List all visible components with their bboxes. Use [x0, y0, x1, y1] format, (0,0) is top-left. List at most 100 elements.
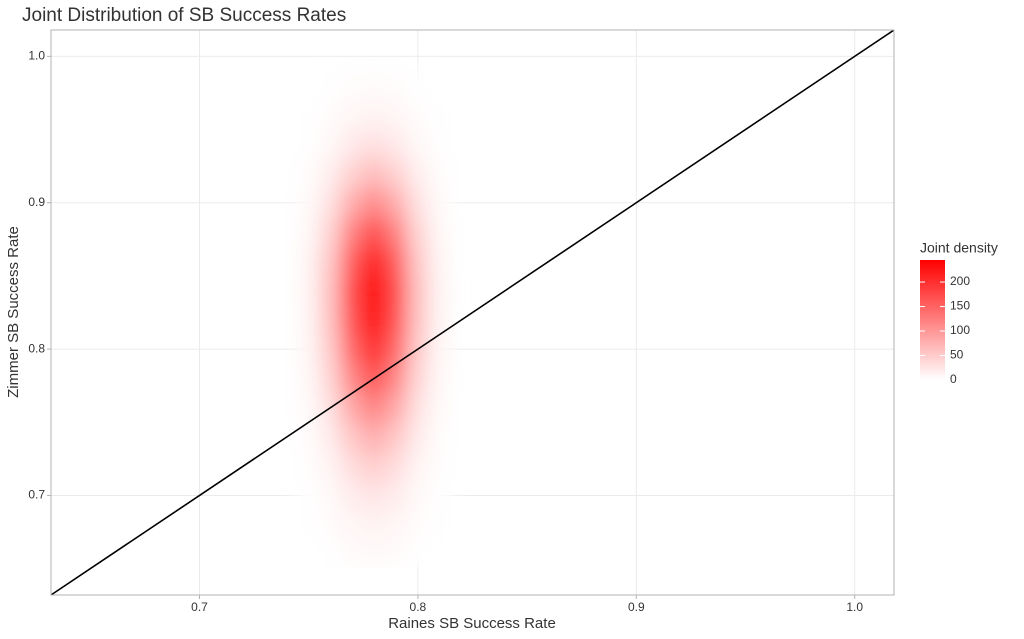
heat-cell — [406, 509, 430, 540]
heat-cell — [406, 187, 430, 218]
heat-cell — [384, 538, 408, 569]
heat-cell — [384, 392, 408, 423]
colorbar-label: 100 — [950, 323, 970, 337]
heat-cell — [428, 363, 452, 394]
heat-cell — [384, 246, 408, 277]
x-tick-label: 0.7 — [191, 600, 208, 614]
heat-cell — [406, 392, 430, 423]
heat-cell — [297, 275, 321, 306]
heat-cell — [340, 246, 364, 277]
heat-cell — [406, 99, 430, 131]
heat-cell — [319, 451, 342, 482]
heat-cell — [406, 216, 430, 248]
chart-title: Joint Distribution of SB Success Rates — [22, 5, 346, 26]
heat-cell — [340, 129, 364, 160]
heat-cell — [406, 70, 430, 101]
heat-cell — [319, 304, 342, 335]
heat-cell — [340, 421, 364, 453]
heat-cell — [340, 304, 364, 335]
heat-cell — [297, 158, 321, 189]
heat-cell — [428, 246, 452, 277]
heatmap — [297, 70, 452, 569]
heat-cell — [297, 480, 321, 511]
heat-cell — [406, 246, 430, 277]
heat-cell — [362, 421, 386, 453]
heat-cell — [428, 480, 452, 511]
y-tick-label: 1.0 — [28, 49, 45, 63]
heat-cell — [319, 333, 342, 365]
x-axis-label: Raines SB Success Rate — [388, 615, 556, 632]
reference-line — [50, 29, 895, 596]
heat-cell — [340, 99, 364, 131]
heat-cell — [319, 129, 342, 160]
heat-cell — [362, 216, 386, 248]
x-tick-label: 1.0 — [846, 600, 863, 614]
heat-cell — [384, 158, 408, 189]
heat-cell — [406, 421, 430, 453]
heat-cell — [384, 480, 408, 511]
heat-cell — [384, 421, 408, 453]
heat-cell — [428, 333, 452, 365]
heat-cell — [428, 451, 452, 482]
heat-cell — [297, 392, 321, 423]
heat-cell — [297, 451, 321, 482]
heat-cell — [406, 363, 430, 394]
heat-cell — [384, 216, 408, 248]
x-tick-label: 0.8 — [410, 600, 427, 614]
colorbar-label: 200 — [950, 274, 970, 288]
heat-cell — [406, 275, 430, 306]
heat-cell — [406, 304, 430, 335]
heat-cell — [384, 129, 408, 160]
heatmap-clip — [297, 70, 452, 569]
heat-cell — [362, 99, 386, 131]
heat-cell — [428, 129, 452, 160]
heat-cell — [384, 99, 408, 131]
heat-cell — [362, 538, 386, 569]
heat-cell — [319, 363, 342, 394]
x-tick-label: 0.9 — [628, 600, 645, 614]
heat-cell — [319, 509, 342, 540]
heat-cell — [384, 363, 408, 394]
heat-cell — [297, 363, 321, 394]
legend-title: Joint density — [920, 240, 998, 256]
heat-cell — [319, 246, 342, 277]
y-tick-label: 0.9 — [28, 195, 45, 209]
heat-cell — [319, 421, 342, 453]
heat-cell — [384, 509, 408, 540]
heat-cell — [319, 275, 342, 306]
heat-cell — [362, 158, 386, 189]
heat-cell — [340, 363, 364, 394]
heat-cell — [340, 538, 364, 569]
heat-cell — [362, 187, 386, 218]
heat-cell — [340, 158, 364, 189]
heat-cell — [319, 187, 342, 218]
heat-cell — [297, 216, 321, 248]
y-axis-label: Zimmer SB Success Rate — [5, 226, 22, 398]
heat-cell — [319, 158, 342, 189]
heat-cell — [340, 275, 364, 306]
heat-cell — [362, 70, 386, 101]
heat-cell — [297, 246, 321, 277]
colorbar-label: 50 — [950, 348, 964, 362]
heat-cell — [362, 392, 386, 423]
heat-cell — [340, 187, 364, 218]
heat-cell — [340, 509, 364, 540]
heat-cell — [384, 451, 408, 482]
heat-cell — [340, 480, 364, 511]
heat-cell — [428, 158, 452, 189]
heat-cell — [319, 480, 342, 511]
heat-cell — [428, 187, 452, 218]
heat-cell — [406, 480, 430, 511]
heat-cell — [297, 187, 321, 218]
heat-cell — [406, 538, 430, 569]
heat-cell — [340, 392, 364, 423]
colorbar-label: 0 — [950, 372, 957, 386]
heat-cell — [297, 99, 321, 131]
colorbar — [920, 260, 945, 380]
heat-cell — [319, 216, 342, 248]
heat-cell — [319, 70, 342, 101]
heat-cell — [297, 129, 321, 160]
heat-cell — [384, 333, 408, 365]
heat-cell — [362, 509, 386, 540]
